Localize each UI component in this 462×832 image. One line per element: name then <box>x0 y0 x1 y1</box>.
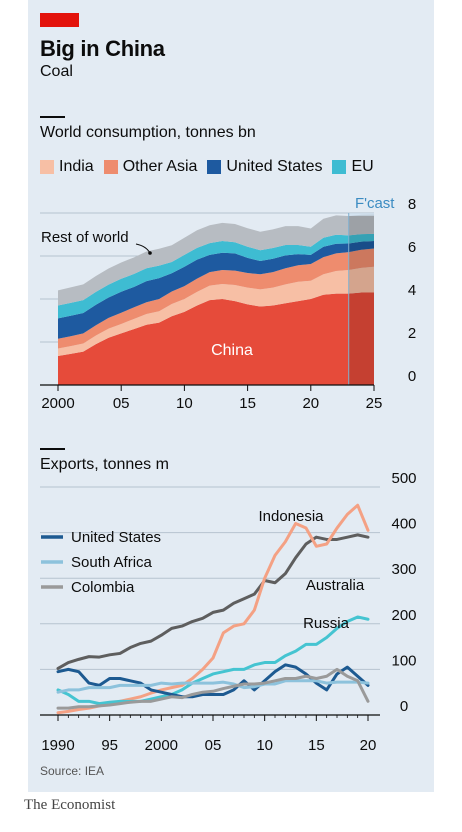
legend-swatch-united-states <box>207 160 222 174</box>
legend-label-india: India <box>59 158 94 175</box>
x-tick-label: 15 <box>239 395 256 412</box>
y-tick-label: 2 <box>408 325 416 342</box>
x-tick-label: 95 <box>101 737 118 754</box>
line-united-states <box>56 663 370 699</box>
area-eu <box>58 233 374 319</box>
legend-swatch-india <box>40 160 54 174</box>
brand-accent-tag <box>40 13 79 27</box>
section-rule-2 <box>40 448 65 450</box>
series-label-indonesia: Indonesia <box>258 508 324 525</box>
legend-item-other-asia: Other Asia <box>103 158 198 176</box>
x-tick-label: 20 <box>360 737 377 754</box>
line-australia <box>56 533 370 670</box>
annotation-rest-of-world: Rest of world <box>41 229 129 246</box>
line-russia <box>56 615 370 706</box>
x-tick-label: 25 <box>366 395 383 412</box>
area-india <box>58 266 374 356</box>
legend-item-eu: EU <box>332 158 374 176</box>
x-tick-label: 2000 <box>41 395 74 412</box>
forecast-label: F'cast <box>355 195 395 212</box>
area-other-asia <box>58 248 374 349</box>
x-tick-label: 1990 <box>41 737 74 754</box>
series-label-russia: Russia <box>303 615 350 632</box>
y-tick-label: 0 <box>400 698 408 715</box>
annotation-china: China <box>211 342 253 359</box>
legend-label-united-states: United States <box>226 158 323 175</box>
area-rest-of-world <box>58 214 374 306</box>
chart-panel: Big in China Coal World consumption, ton… <box>28 0 434 792</box>
x-tick-label: 10 <box>256 737 273 754</box>
y-tick-label: 100 <box>391 652 416 669</box>
page-title: Big in China <box>40 36 165 61</box>
legend-swatch-eu <box>332 160 347 174</box>
x-tick-label: 15 <box>308 737 325 754</box>
legend-item-united-states: United States <box>207 158 322 176</box>
legend-label-other-asia: Other Asia <box>122 158 198 175</box>
legend-label-colombia: Colombia <box>71 579 135 596</box>
x-tick-label: 2000 <box>145 737 178 754</box>
area-china <box>58 292 374 385</box>
series-label-australia: Australia <box>306 577 365 594</box>
legend-label-eu: EU <box>351 158 374 175</box>
x-tick-label: 10 <box>176 395 193 412</box>
annotation-leader-dot <box>148 251 152 255</box>
legend-label-united-states: United States <box>71 529 161 546</box>
brand-wordmark: The Economist <box>24 797 116 813</box>
legend-item-india: India <box>40 158 94 176</box>
y-tick-label: 500 <box>391 470 416 487</box>
source-note: Source: IEA <box>40 764 105 778</box>
forecast-band <box>348 213 374 217</box>
consumption-chart-title: World consumption, tonnes bn <box>40 124 256 141</box>
y-tick-label: 400 <box>391 516 416 533</box>
exports-chart-title: Exports, tonnes m <box>40 456 169 473</box>
x-tick-label: 20 <box>302 395 319 412</box>
x-tick-label: 05 <box>205 737 222 754</box>
y-tick-label: 4 <box>408 282 416 299</box>
section-rule-1 <box>40 116 65 118</box>
forecast-shade <box>348 214 374 385</box>
legend-label-south-africa: South Africa <box>71 554 153 571</box>
y-tick-label: 200 <box>391 607 416 624</box>
y-tick-label: 300 <box>391 561 416 578</box>
line-south-africa <box>56 679 370 694</box>
page-subtitle: Coal <box>40 63 73 80</box>
line-colombia <box>56 667 370 710</box>
x-tick-label: 05 <box>113 395 130 412</box>
y-tick-label: 6 <box>408 239 416 256</box>
consumption-legend: India Other Asia United States EU <box>40 158 374 176</box>
area-united-states <box>58 240 374 339</box>
y-tick-label: 0 <box>408 368 416 385</box>
legend-swatch-other-asia <box>103 160 118 174</box>
y-tick-label: 8 <box>408 196 416 213</box>
